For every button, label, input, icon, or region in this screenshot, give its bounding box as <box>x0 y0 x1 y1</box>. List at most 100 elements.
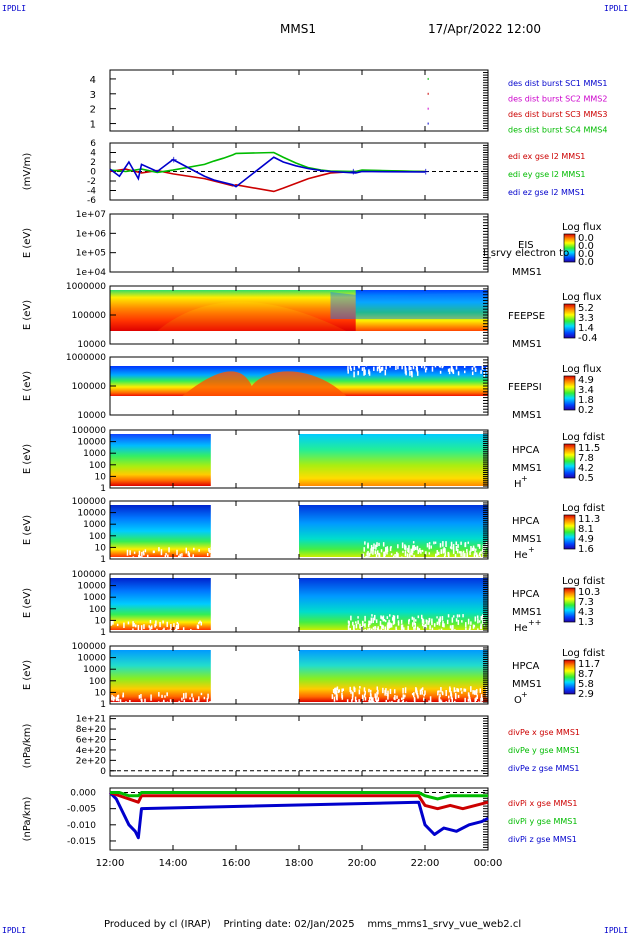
hpca-hepp-noise <box>348 621 350 626</box>
hpca-o-noise <box>461 691 463 694</box>
feepsi-noise <box>473 363 476 368</box>
hpca-he-noise <box>466 552 468 558</box>
hpca-he-noise <box>440 549 443 554</box>
hpca-o-noise <box>346 699 349 703</box>
hpca-he-noise <box>367 550 369 557</box>
y-tick-label: 10 <box>95 616 107 626</box>
hpca-hepp-noise <box>431 618 433 624</box>
hpca-o-noise-left <box>119 699 122 703</box>
hpca-he-noise <box>414 546 417 550</box>
des-dist-frame <box>109 69 489 132</box>
divpi-legend-entry: divPi z gse MMS1 <box>508 835 577 844</box>
hpca-he-noise <box>390 553 393 556</box>
edi-legend-entry: edi ez gse l2 MMS1 <box>508 188 585 197</box>
edi-plus-marker: + <box>350 168 358 178</box>
hpca-o-noise-left <box>191 693 193 697</box>
hpca-he-noise <box>479 555 482 560</box>
hpca-he-noise-left <box>187 551 190 556</box>
hpca-o-noise <box>401 700 404 704</box>
y-tick-label: 1 <box>100 628 106 638</box>
hpca-hepp-noise <box>451 625 454 628</box>
hpca-he-noise <box>372 546 374 552</box>
hpca-he-noise <box>378 552 380 557</box>
hpca-hepp-noise <box>387 628 389 634</box>
hpca-o-noise <box>476 689 478 694</box>
hpca-he-noise <box>370 548 372 554</box>
feepsi-noise <box>364 369 366 375</box>
hpca-he-noise-left <box>174 556 176 559</box>
hpca-he-noise <box>410 551 412 555</box>
feepsi-noise <box>424 368 427 373</box>
hpca-he-species-label: He <box>514 550 528 561</box>
hpca-he-noise <box>376 550 379 555</box>
hpca-hepp-noise <box>451 627 453 631</box>
feepsi-noise <box>384 369 387 376</box>
feepsi-noise <box>405 367 407 373</box>
hpca-he-noise <box>372 550 374 555</box>
hpca-he-noise <box>455 541 458 546</box>
hpca-o-noise <box>485 692 488 698</box>
hpca-hepp-noise <box>372 617 374 624</box>
hpca-he-noise-left <box>160 549 163 556</box>
feepsi-noise <box>409 370 411 376</box>
des-dist-point <box>427 122 429 125</box>
hpca-o-noise-left <box>115 696 118 702</box>
footer-printing-date: Printing date: 02/Jan/2025 <box>223 919 355 930</box>
hpca-he-noise <box>459 551 461 554</box>
hpca-he-noise <box>368 556 370 560</box>
footer-produced-by: Produced by cl (IRAP) <box>104 919 211 930</box>
hpca-h-instrument-label: HPCA <box>512 445 540 456</box>
hpca-hepp-noise <box>362 621 364 624</box>
hpca-o-noise <box>454 700 456 706</box>
hpca-hepp-noise <box>431 627 434 632</box>
feepsi-noise <box>378 365 381 371</box>
hpca-o-noise <box>457 694 460 698</box>
hpca-o-noise <box>421 687 424 691</box>
edi-plus-marker: + <box>422 168 430 178</box>
hpca-hepp-noise <box>472 624 475 629</box>
hpca-hepp-noise <box>440 628 443 631</box>
hpca-o-noise <box>449 687 451 691</box>
feepsi-tick-label: 1.8 <box>578 395 594 406</box>
mission-title: MMS1 <box>280 22 316 36</box>
hpca-hepp-noise <box>480 615 483 621</box>
hpca-hepp-noise <box>400 619 403 624</box>
hpca-hepp-noise-left <box>163 627 165 632</box>
hpca-hepp-noise-left <box>148 625 150 628</box>
hpca-o-noise <box>349 686 351 693</box>
hpca-o-noise-left <box>117 694 120 698</box>
hpca-o-noise <box>439 693 441 698</box>
hpca-o-noise <box>331 694 334 700</box>
y-tick-label: -0.015 <box>67 837 96 847</box>
hpca-o-noise <box>423 697 425 701</box>
hpca-o-noise <box>416 693 419 697</box>
hpca-o-noise-left <box>161 694 163 698</box>
hpca-o-noise <box>414 698 416 703</box>
des-dist-point <box>427 107 429 110</box>
eis-colorbar <box>563 233 576 263</box>
hpca-he-noise <box>408 545 410 550</box>
hpca-he-noise <box>366 555 368 562</box>
hpca-hepp-species-label: He <box>514 623 528 634</box>
hpca-hepp-noise <box>397 622 400 626</box>
hpca-hepp-noise-left <box>110 620 113 626</box>
y-tick-label: -2 <box>87 177 96 187</box>
hpca-hepp-noise <box>484 619 486 623</box>
feepsi-noise <box>439 370 442 374</box>
hpca-hepp-noise <box>357 616 359 619</box>
hpca-o-noise <box>363 693 366 698</box>
feepsi-noise <box>363 366 365 373</box>
hpca-o-noise <box>341 688 343 693</box>
hpca-hepp-tick-label: 1.3 <box>578 617 594 628</box>
hpca-he-noise <box>443 547 445 553</box>
hpca-he-noise <box>460 541 462 545</box>
hpca-o-noise <box>448 699 450 703</box>
hpca-hepp-noise <box>421 617 424 624</box>
hpca-o-noise <box>440 700 443 704</box>
y-tick-label: 1e+05 <box>76 249 106 259</box>
hpca-he-noise <box>363 547 365 552</box>
hpca-hepp-noise-left <box>177 623 180 629</box>
hpca-hepp-species-charge: ++ <box>528 618 541 627</box>
hpca-he-noise <box>425 551 427 555</box>
hpca-o-noise <box>351 699 353 705</box>
